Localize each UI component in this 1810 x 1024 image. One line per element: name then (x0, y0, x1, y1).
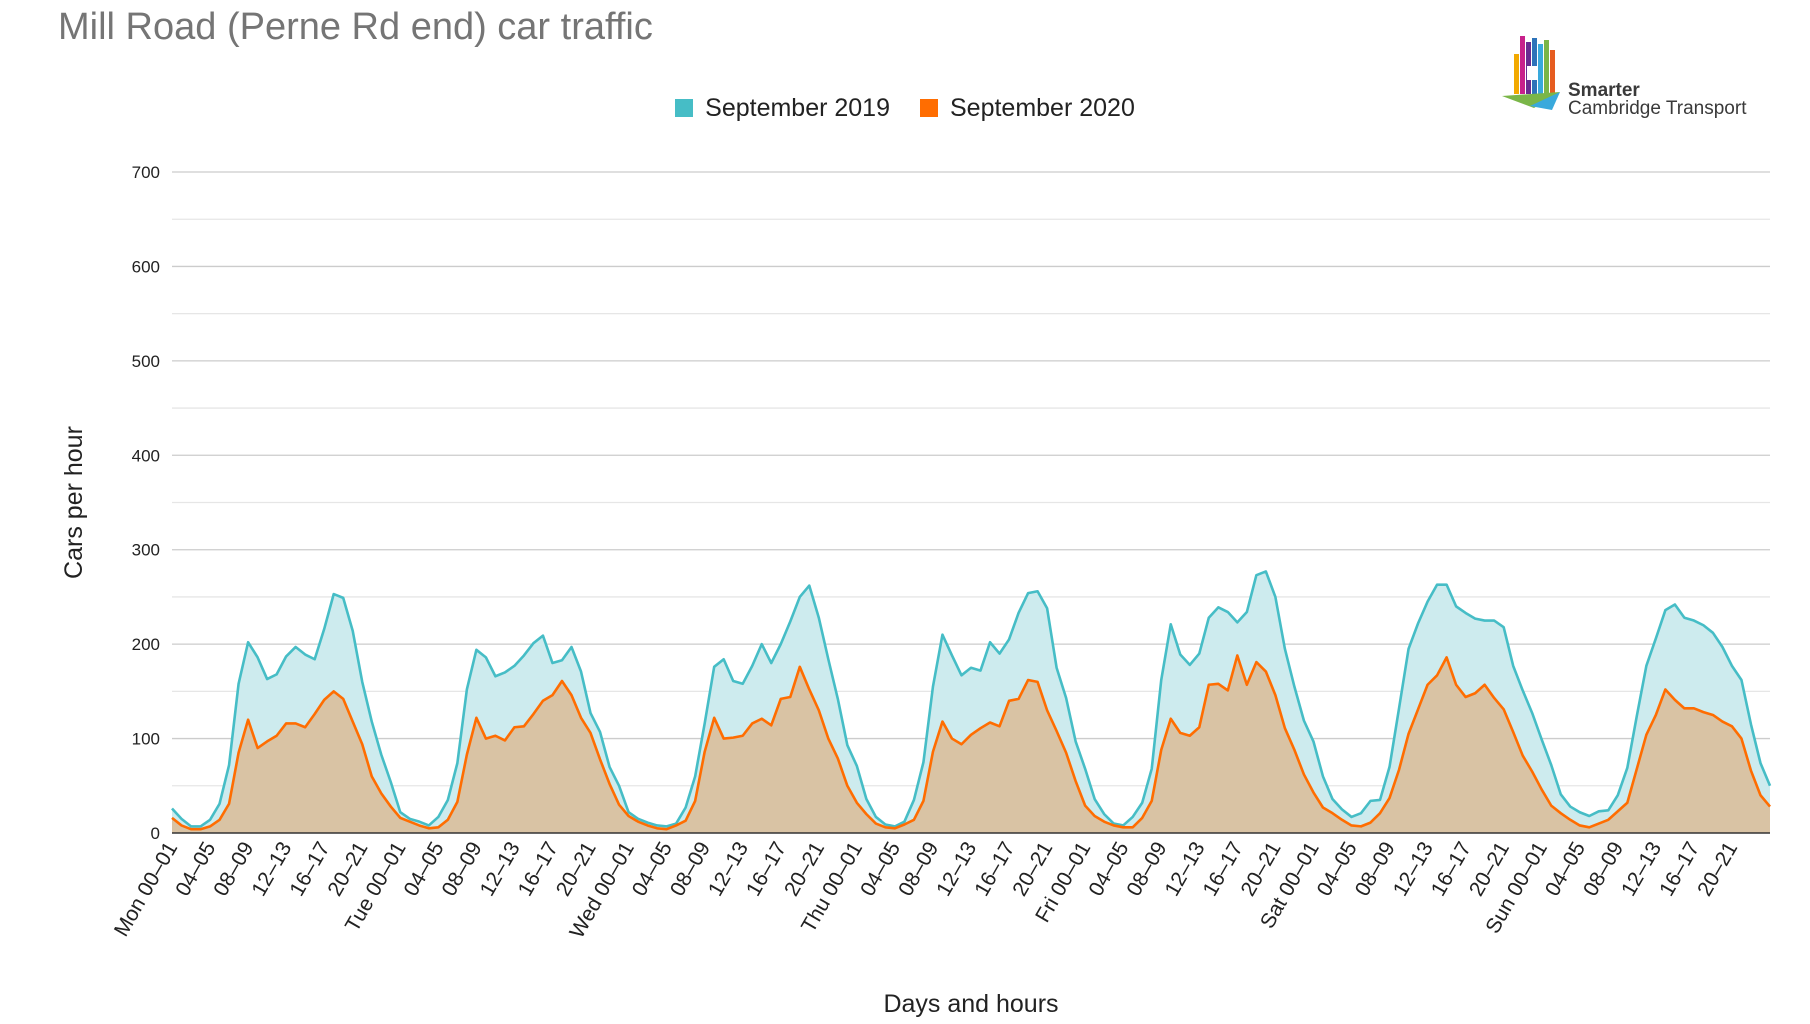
legend-label-2019: September 2019 (705, 93, 890, 122)
y-axis-label: Cars per hour (60, 426, 88, 579)
legend-item-2020: September 2020 (920, 94, 1135, 123)
y-tick-label: 700 (132, 163, 160, 182)
y-tick-label: 0 (151, 824, 160, 843)
y-tick-label: 400 (132, 446, 160, 465)
legend-label-2020: September 2020 (950, 93, 1135, 122)
smarter-cambridge-transport-logo: Smarter Cambridge Transport (1500, 36, 1770, 136)
y-tick-label: 300 (132, 541, 160, 560)
y-tick-label: 600 (132, 257, 160, 276)
legend-swatch-2020 (920, 99, 938, 117)
y-tick-label: 100 (132, 730, 160, 749)
series-2019-line (171, 570, 1772, 828)
chart-title: Mill Road (Perne Rd end) car traffic (58, 6, 653, 48)
legend: September 2019 September 2020 (0, 92, 1810, 124)
x-axis-label: Days and hours (883, 990, 1058, 1018)
logo-text-smarter: Smarter (1568, 80, 1640, 101)
logo-text-cambridge-transport: Cambridge Transport (1568, 98, 1747, 119)
series-2020-area (172, 655, 1770, 833)
legend-item-2019: September 2019 (675, 94, 890, 123)
legend-swatch-2019 (675, 99, 694, 117)
series-areas (171, 570, 1772, 833)
series-2020-line (171, 654, 1771, 831)
y-axis-ticks: 0 100 200 300 400 500 600 700 (132, 163, 160, 843)
logo-graphic-icon (1502, 36, 1560, 110)
y-tick-label: 200 (132, 635, 160, 654)
y-tick-label: 500 (132, 352, 160, 371)
x-tick-label: 20–21 (1693, 838, 1742, 900)
